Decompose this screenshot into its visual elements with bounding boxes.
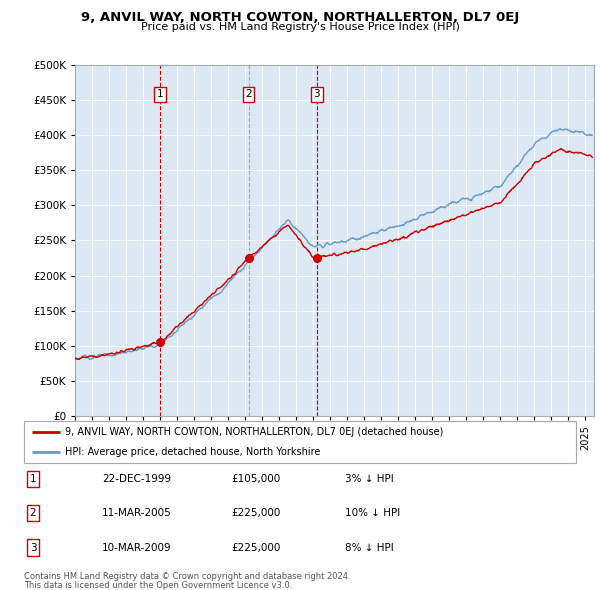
Text: 9, ANVIL WAY, NORTH COWTON, NORTHALLERTON, DL7 0EJ (detached house): 9, ANVIL WAY, NORTH COWTON, NORTHALLERTO… xyxy=(65,427,444,437)
FancyBboxPatch shape xyxy=(24,421,576,463)
Text: Price paid vs. HM Land Registry's House Price Index (HPI): Price paid vs. HM Land Registry's House … xyxy=(140,22,460,32)
Text: 2: 2 xyxy=(29,509,37,518)
Text: HPI: Average price, detached house, North Yorkshire: HPI: Average price, detached house, Nort… xyxy=(65,447,321,457)
Text: 11-MAR-2005: 11-MAR-2005 xyxy=(102,509,172,518)
Text: 2: 2 xyxy=(245,90,252,99)
Text: 1: 1 xyxy=(29,474,37,484)
Text: 10% ↓ HPI: 10% ↓ HPI xyxy=(345,509,400,518)
Text: This data is licensed under the Open Government Licence v3.0.: This data is licensed under the Open Gov… xyxy=(24,581,292,590)
Text: 3% ↓ HPI: 3% ↓ HPI xyxy=(345,474,394,484)
Text: 3: 3 xyxy=(313,90,320,99)
Text: 22-DEC-1999: 22-DEC-1999 xyxy=(102,474,171,484)
Text: £225,000: £225,000 xyxy=(231,543,280,552)
Text: £105,000: £105,000 xyxy=(231,474,280,484)
Text: 8% ↓ HPI: 8% ↓ HPI xyxy=(345,543,394,552)
Text: 10-MAR-2009: 10-MAR-2009 xyxy=(102,543,172,552)
Text: 9, ANVIL WAY, NORTH COWTON, NORTHALLERTON, DL7 0EJ: 9, ANVIL WAY, NORTH COWTON, NORTHALLERTO… xyxy=(81,11,519,24)
Text: £225,000: £225,000 xyxy=(231,509,280,518)
Text: Contains HM Land Registry data © Crown copyright and database right 2024.: Contains HM Land Registry data © Crown c… xyxy=(24,572,350,581)
Text: 1: 1 xyxy=(157,90,163,99)
Text: 3: 3 xyxy=(29,543,37,552)
